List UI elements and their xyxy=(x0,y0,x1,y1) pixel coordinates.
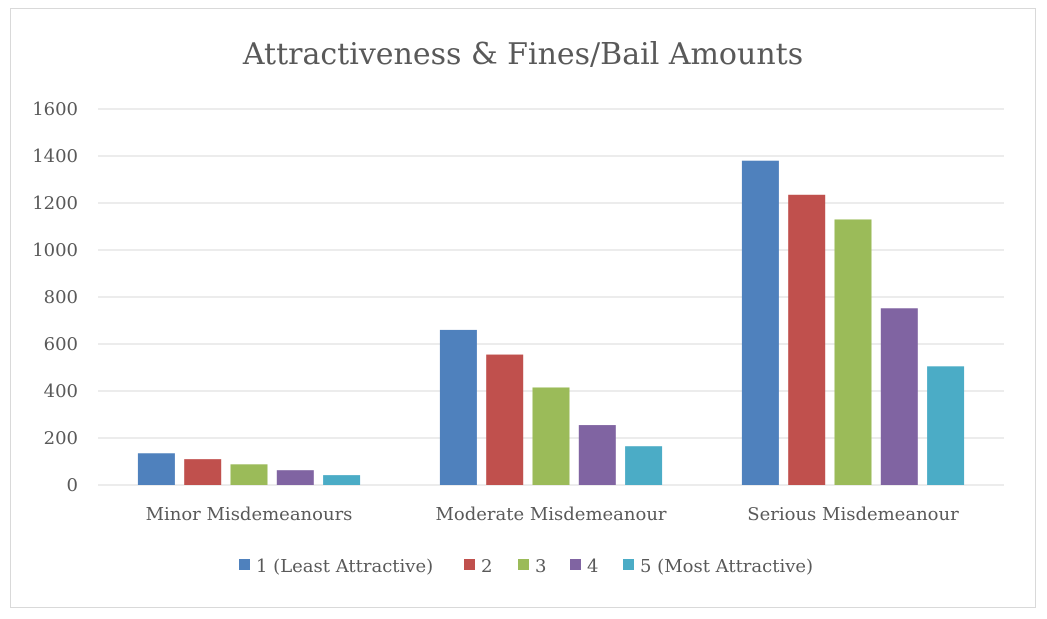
y-tick-label: 600 xyxy=(44,334,78,355)
y-tick-label: 1200 xyxy=(32,193,78,214)
y-tick-label: 1000 xyxy=(32,240,78,261)
y-axis-ticks: 0 200 400 600 800 1000 1200 1400 1600 xyxy=(32,99,78,496)
bars xyxy=(137,160,965,485)
bar xyxy=(439,329,477,485)
legend-label: 2 xyxy=(481,556,492,577)
legend: 1 (Least Attractive) 2 3 4 5 (Most Attractiv… xyxy=(239,556,813,577)
legend-label: 3 xyxy=(535,556,546,577)
y-tick-label: 1400 xyxy=(32,146,78,167)
y-tick-label: 800 xyxy=(44,287,78,308)
bar xyxy=(230,464,268,485)
legend-swatch xyxy=(464,559,475,570)
bar xyxy=(741,160,779,485)
legend-label: 1 (Least Attractive) xyxy=(256,556,433,577)
bar xyxy=(834,219,872,485)
y-tick-label: 200 xyxy=(44,428,78,449)
bar xyxy=(532,387,570,485)
bar xyxy=(880,308,918,485)
legend-label: 4 xyxy=(587,556,598,577)
x-category-label: Serious Misdemeanour xyxy=(747,504,959,525)
bar xyxy=(137,453,175,485)
x-category-label: Minor Misdemeanours xyxy=(146,504,353,525)
bar xyxy=(276,470,314,485)
y-tick-label: 400 xyxy=(44,381,78,402)
legend-label: 5 (Most Attractive) xyxy=(640,556,813,577)
bar xyxy=(927,366,965,485)
bar xyxy=(184,459,222,485)
y-tick-label: 0 xyxy=(67,475,78,496)
bar xyxy=(323,475,361,485)
chart-title: Attractiveness & Fines/Bail Amounts xyxy=(242,37,803,72)
legend-swatch xyxy=(570,559,581,570)
x-category-label: Moderate Misdemeanour xyxy=(435,504,666,525)
x-axis-categories: Minor Misdemeanours Moderate Misdemeanour… xyxy=(146,504,960,525)
y-tick-label: 1600 xyxy=(32,99,78,120)
bar xyxy=(486,354,524,485)
legend-swatch xyxy=(518,559,529,570)
bar xyxy=(578,425,616,485)
legend-swatch xyxy=(623,559,634,570)
legend-swatch xyxy=(239,559,250,570)
bar xyxy=(788,194,826,485)
bar xyxy=(625,446,663,485)
